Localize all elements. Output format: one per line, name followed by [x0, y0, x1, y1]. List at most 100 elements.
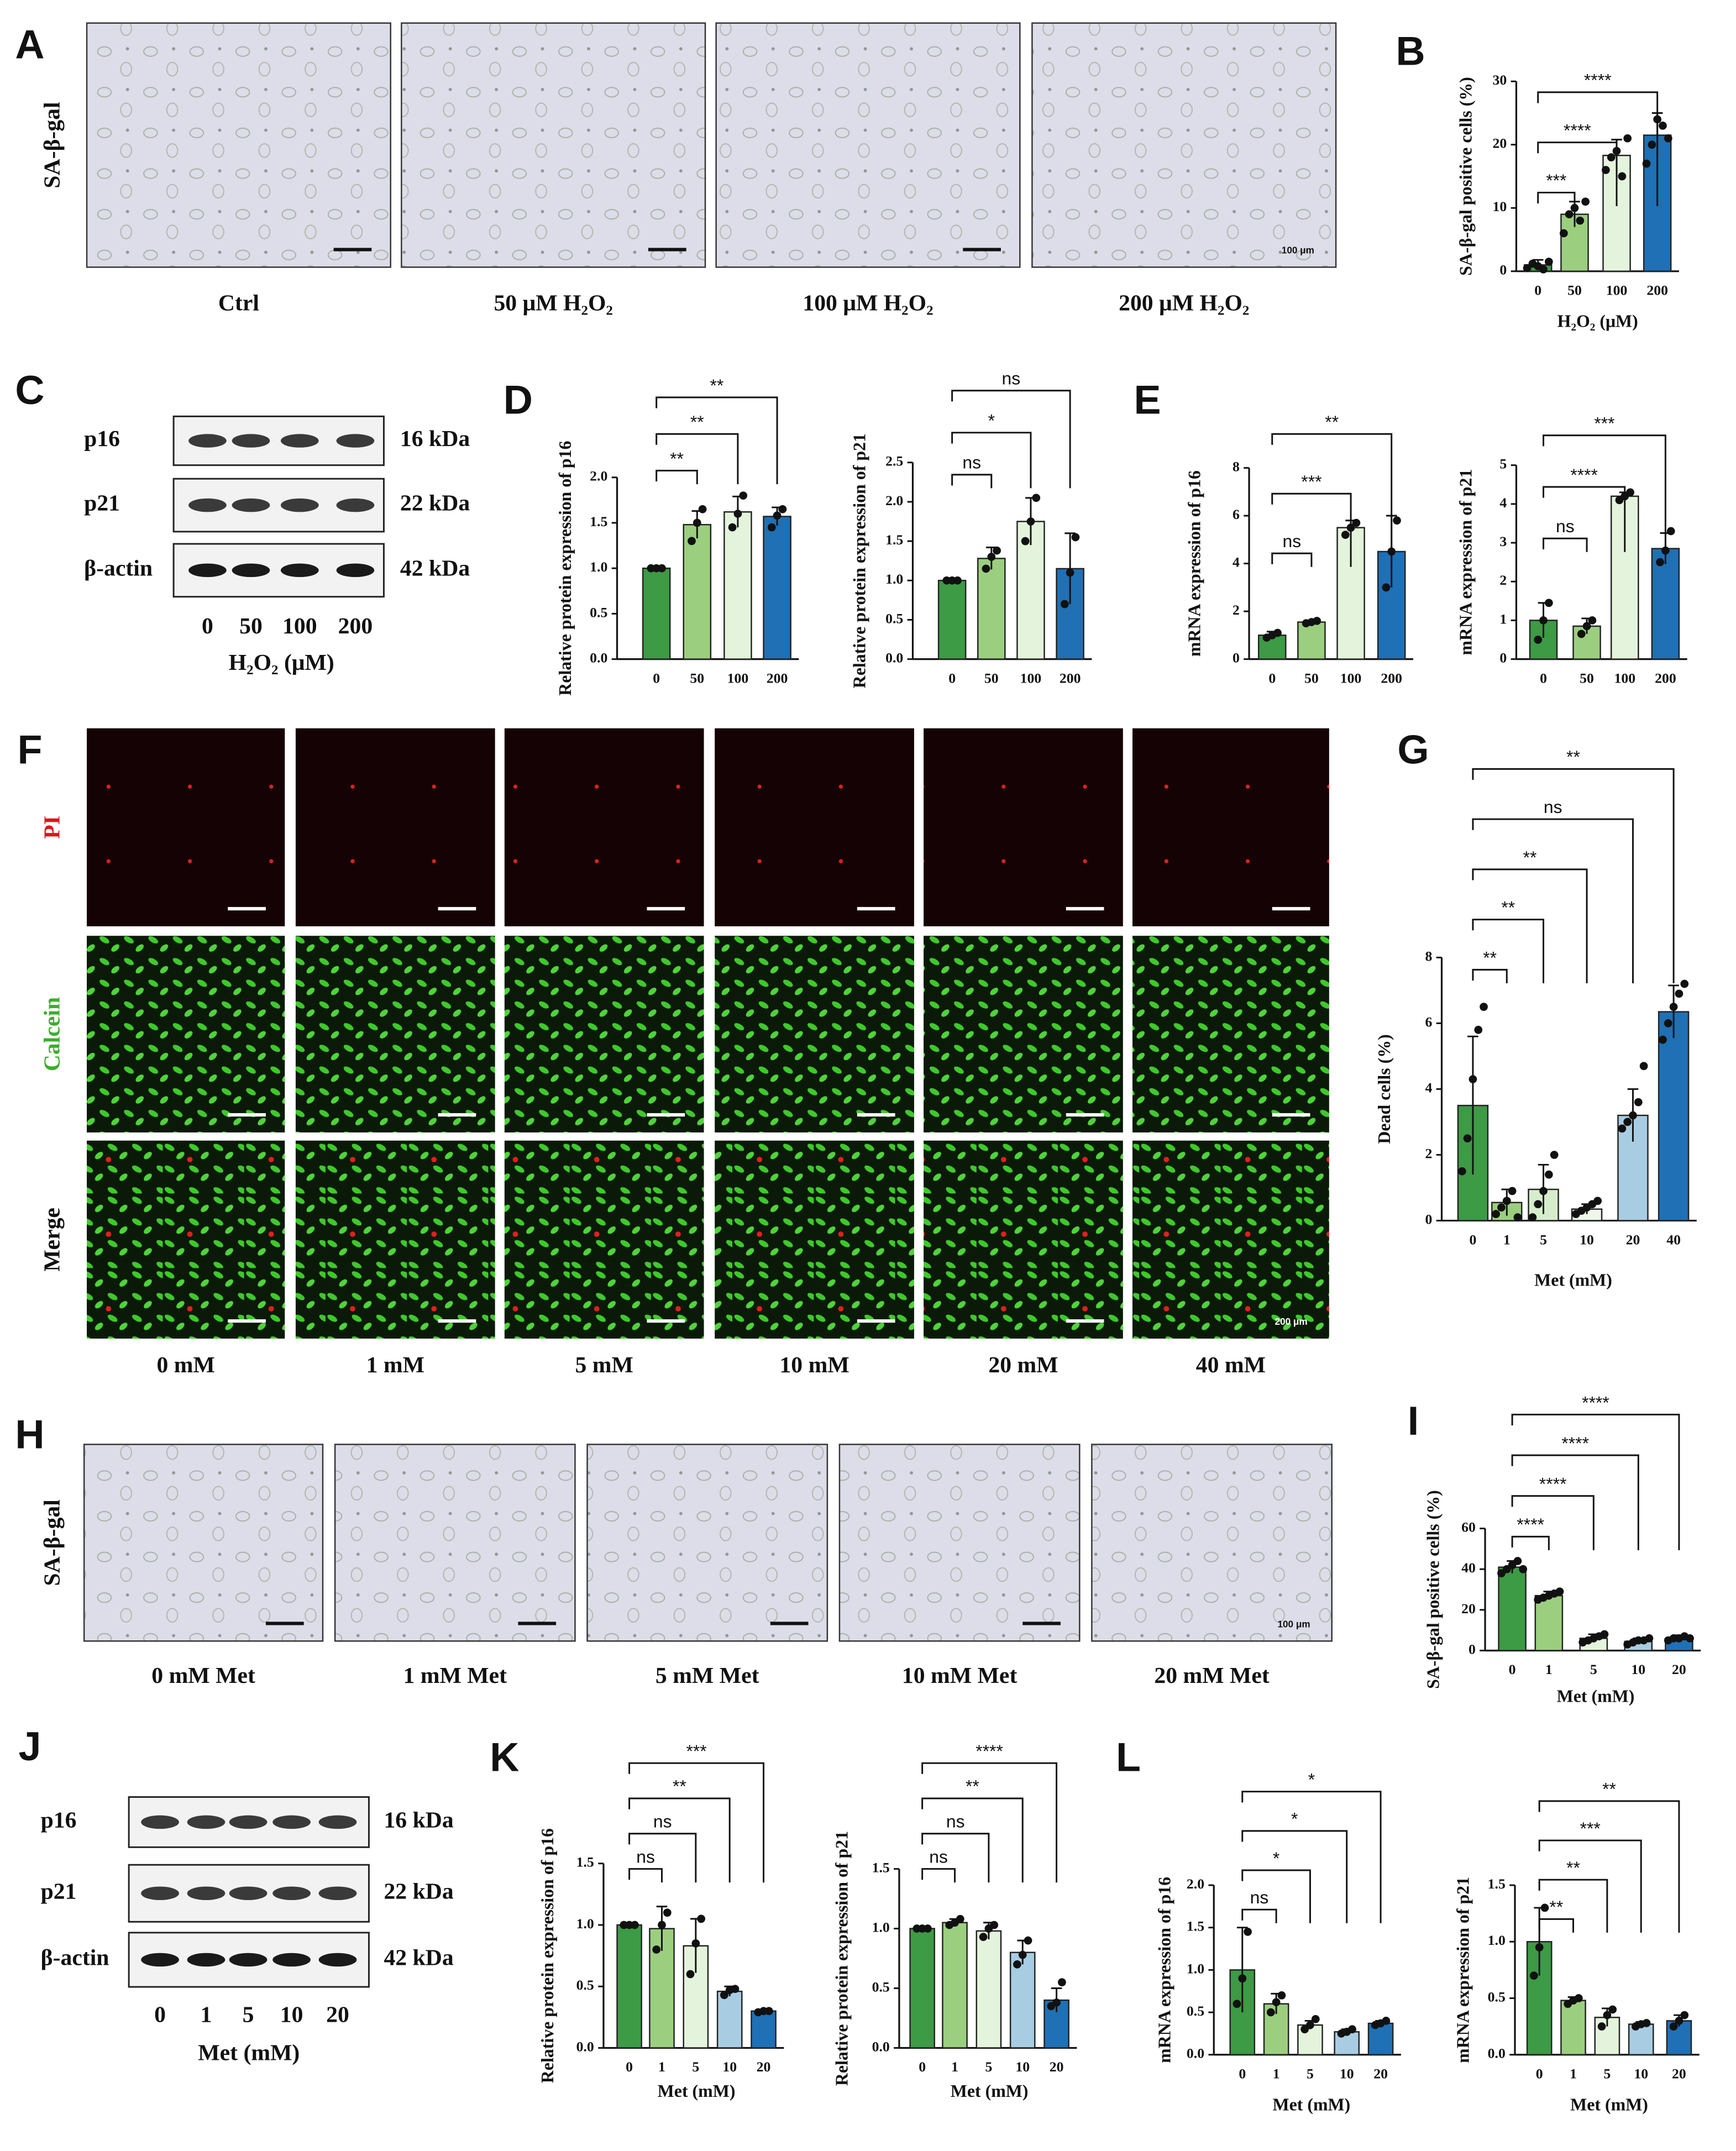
bracket: [1241, 1791, 1382, 1923]
y-tick-label: 0.5: [590, 604, 607, 620]
panel-letter: I: [1408, 1398, 1419, 1444]
data-point: [693, 518, 701, 527]
significance-label: *: [1273, 1848, 1279, 1868]
x-tick-label: 20: [1626, 1231, 1640, 1247]
x-axis-label: Met (mM): [951, 2081, 1029, 2101]
data-point: [1664, 1019, 1672, 1027]
blot-row-label: p21: [84, 491, 120, 516]
micrograph: [715, 1140, 914, 1339]
data-point: [728, 523, 737, 532]
band: [229, 1886, 268, 1901]
panel-letter: D: [504, 376, 533, 422]
micrograph: [1031, 22, 1337, 268]
scale-label: 100 μm: [1277, 1618, 1310, 1629]
x-tick-label: 1: [951, 2059, 958, 2075]
data-point: [1581, 197, 1590, 206]
band: [187, 1953, 225, 1967]
y-tick-label: 5: [1499, 456, 1507, 472]
column-label: 200 μM H₂O₂: [1119, 291, 1249, 316]
x-tick-label: 1: [1545, 1661, 1553, 1677]
data-point: [1513, 1557, 1522, 1565]
y-tick-label: 20: [1493, 135, 1507, 151]
micrograph: [295, 1140, 495, 1339]
y-axis-label: Relative protein expression of p21: [832, 1831, 852, 2086]
data-point: [1656, 558, 1664, 566]
panel-letter: G: [1397, 726, 1429, 772]
blot-size-label: 42 kDa: [384, 1945, 453, 1971]
significance-label: ***: [1594, 413, 1614, 433]
data-point: [688, 537, 696, 545]
y-tick-label: 6: [1232, 506, 1240, 522]
data-point: [1686, 1634, 1694, 1643]
x-axis-label: Met (mM): [1534, 1270, 1612, 1289]
y-tick-label: 2: [1232, 602, 1240, 618]
y-tick-label: 6: [1425, 1014, 1432, 1030]
data-point: [658, 1921, 666, 1929]
panel-letter: H: [15, 1412, 44, 1457]
data-point: [1618, 172, 1627, 181]
y-tick-label: 0.0: [590, 650, 607, 666]
data-point: [1058, 1978, 1066, 1987]
band: [188, 434, 227, 448]
y-tick-label: 0.5: [576, 1977, 594, 1993]
data-point: [1060, 600, 1069, 608]
data-point: [1675, 2017, 1683, 2025]
x-tick-label: 1: [1570, 2065, 1577, 2081]
y-tick-label: 0.0: [1488, 2045, 1506, 2061]
y-tick-label: 8: [1232, 459, 1240, 475]
data-point: [731, 1985, 739, 1993]
significance-label: **: [673, 1776, 686, 1796]
significance-label: ns: [946, 1812, 965, 1832]
data-point: [1544, 258, 1553, 266]
bar: [977, 558, 1006, 660]
x-tick-label: 5: [985, 2059, 992, 2075]
x-axis-label: H₂O₂ (μM): [1557, 311, 1638, 330]
column-label: 0 mM Met: [151, 1663, 255, 1688]
panel-letter: L: [1116, 1734, 1141, 1780]
bracket: [1543, 486, 1626, 552]
data-point: [1576, 216, 1585, 225]
data-point: [1468, 1075, 1477, 1084]
band: [141, 1886, 179, 1901]
band: [232, 434, 270, 448]
data-point: [631, 1921, 639, 1929]
significance-label: ns: [962, 453, 981, 473]
column-label: 1 mM: [366, 1352, 424, 1378]
data-point: [1519, 1565, 1528, 1573]
column-label: 50 μM H₂O₂: [494, 291, 612, 316]
significance-label: ****: [975, 1741, 1003, 1761]
bar: [751, 2010, 777, 2049]
x-tick-label: 200: [1381, 670, 1402, 686]
micrograph: [924, 728, 1123, 927]
bar: [1560, 2000, 1586, 2055]
data-point: [739, 491, 748, 500]
data-point: [1618, 1124, 1627, 1133]
panel-letter: A: [15, 21, 44, 67]
data-point: [1457, 1167, 1466, 1176]
column-label: 20 mM Met: [1154, 1663, 1270, 1688]
y-axis-label: mRNA expression of p16: [1185, 470, 1204, 657]
y-tick-label: 4: [1425, 1079, 1432, 1095]
y-axis-label: SA-β-gal positive cells (%): [1424, 1490, 1443, 1689]
y-tick-label: 1.5: [1187, 1918, 1204, 1934]
data-point: [1535, 1943, 1544, 1951]
bracket: [1271, 433, 1393, 567]
data-point: [1577, 629, 1586, 638]
data-point: [956, 1914, 964, 1923]
y-tick-label: 1.5: [576, 1854, 594, 1870]
lane-label: 10: [280, 2002, 303, 2028]
bracket: [1241, 1869, 1311, 1923]
y-tick-label: 0.0: [885, 650, 903, 666]
band: [232, 563, 270, 578]
data-point: [1497, 1203, 1506, 1212]
y-tick-label: 1.0: [872, 1919, 890, 1935]
x-tick-label: 200: [767, 670, 788, 686]
y-tick-label: 0.5: [1187, 2003, 1204, 2019]
significance-label: ***: [686, 1741, 706, 1761]
blot-row-label: β-actin: [41, 1945, 109, 1971]
bar: [1658, 1011, 1690, 1221]
significance-label: ns: [1002, 369, 1021, 389]
panel-letter: E: [1134, 376, 1161, 422]
panel-letter: B: [1396, 28, 1425, 74]
column-label: 10 mM Met: [902, 1663, 1018, 1688]
